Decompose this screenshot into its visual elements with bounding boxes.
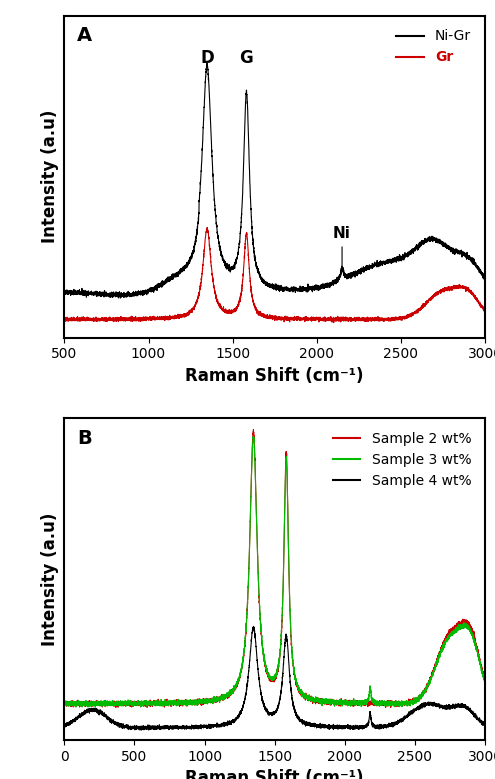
X-axis label: Raman Shift (cm⁻¹): Raman Shift (cm⁻¹) xyxy=(186,770,364,779)
Text: D: D xyxy=(200,49,214,67)
Text: Ni: Ni xyxy=(333,226,351,269)
Text: G: G xyxy=(240,49,253,67)
Text: A: A xyxy=(77,26,92,45)
Y-axis label: Intensity (a.u): Intensity (a.u) xyxy=(41,110,59,243)
Text: B: B xyxy=(77,428,92,448)
Legend: Ni-Gr, Gr: Ni-Gr, Gr xyxy=(389,23,478,72)
Legend: Sample 2 wt%, Sample 3 wt%, Sample 4 wt%: Sample 2 wt%, Sample 3 wt%, Sample 4 wt% xyxy=(326,425,478,495)
X-axis label: Raman Shift (cm⁻¹): Raman Shift (cm⁻¹) xyxy=(186,367,364,385)
Y-axis label: Intensity (a.u): Intensity (a.u) xyxy=(41,513,59,646)
